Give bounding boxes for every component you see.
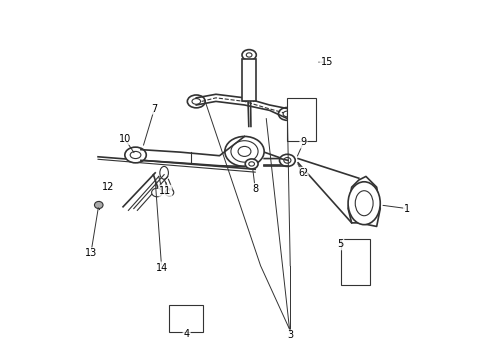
Text: 15: 15: [320, 57, 332, 67]
Text: 4: 4: [183, 329, 189, 339]
Text: 8: 8: [252, 184, 258, 194]
Ellipse shape: [224, 136, 264, 166]
Text: 10: 10: [119, 134, 131, 144]
Bar: [169, 305, 203, 332]
Text: 6: 6: [297, 168, 304, 178]
Text: 3: 3: [286, 330, 293, 341]
Ellipse shape: [151, 188, 162, 197]
Text: 11: 11: [159, 186, 171, 196]
Bar: [287, 98, 315, 141]
Text: 13: 13: [84, 248, 97, 258]
Text: 7: 7: [151, 104, 157, 113]
Ellipse shape: [187, 95, 205, 108]
Ellipse shape: [244, 159, 258, 169]
Text: 2: 2: [301, 168, 307, 178]
Bar: [242, 59, 256, 102]
Ellipse shape: [124, 147, 146, 163]
Ellipse shape: [242, 50, 256, 60]
Text: 5: 5: [336, 239, 343, 249]
Ellipse shape: [278, 108, 296, 120]
Bar: [340, 239, 369, 285]
Text: 12: 12: [102, 182, 114, 192]
Ellipse shape: [94, 202, 103, 208]
Text: 14: 14: [155, 262, 167, 273]
Ellipse shape: [347, 182, 380, 225]
Text: 1: 1: [403, 203, 409, 213]
Text: 9: 9: [300, 138, 306, 148]
Ellipse shape: [279, 154, 295, 166]
